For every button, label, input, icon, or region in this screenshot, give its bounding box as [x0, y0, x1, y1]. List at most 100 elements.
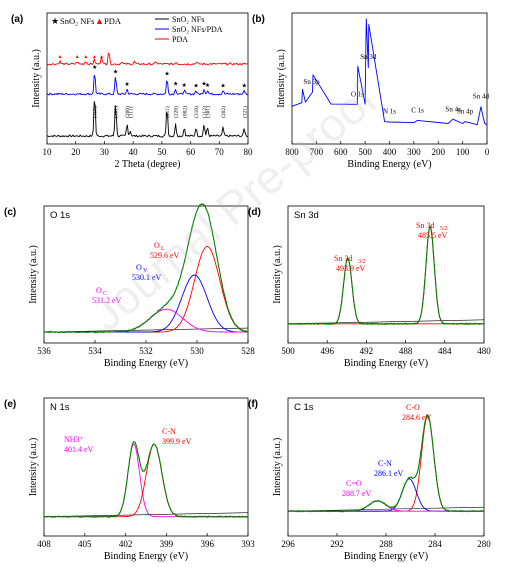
peak-star: ★ — [220, 82, 225, 89]
peak-value: 530.1 eV — [132, 273, 162, 282]
series-line — [46, 101, 249, 138]
peak-value: 493.9 eV — [336, 264, 366, 273]
y-axis-label: Intensity (a.u.) — [31, 49, 42, 108]
x-tick-label: 50 — [157, 147, 167, 157]
panel-label: (b) — [252, 14, 265, 25]
x-tick-label: 80 — [244, 147, 254, 157]
x-tick-label: 530 — [190, 346, 204, 356]
peak-annotation: Sn 4d — [473, 93, 490, 101]
peak-annotation-sub: L — [161, 246, 165, 252]
peak-annotation: O — [154, 241, 160, 250]
peak-annotation: O 1s — [351, 91, 364, 99]
series-line — [46, 52, 249, 66]
peak-annotation: C-O — [406, 403, 420, 412]
peak-annotation: Sn 3d — [416, 221, 434, 230]
panel-f: 296 292 288 284 280 Binding Energy (eV) Intens… — [248, 397, 491, 562]
legend-marker: ★ — [51, 16, 59, 26]
x-tick-label: 396 — [200, 539, 214, 549]
peak-annotation: Sn 3d — [334, 254, 352, 263]
x-tick-label: 296 — [281, 539, 295, 549]
panel-d: 500 496 492 488 484 480 Binding Energy (eV) Int… — [248, 205, 491, 369]
x-axis-label: Binding Energy (eV) — [104, 551, 188, 562]
legend-label: PDA — [172, 35, 188, 44]
panel-b: 800 700 600 500 400 300 200 100 0 Binding Energy … — [252, 12, 490, 170]
peak-annotation: C-N — [378, 459, 392, 468]
x-tick-label: 200 — [432, 147, 446, 157]
x-axis-label: Binding Energy (eV) — [104, 358, 188, 369]
panel-title: N 1s — [50, 402, 70, 413]
panel-label: (c) — [4, 207, 16, 218]
x-tick-label: 484 — [438, 346, 452, 356]
x-tick-label: 0 — [485, 147, 490, 157]
x-tick-label: 20 — [71, 147, 81, 157]
envelope-line — [43, 441, 248, 518]
peak-label: (301) — [205, 106, 212, 118]
x-tick-label: 534 — [88, 346, 102, 356]
peak-annotation-sub: 5/2 — [440, 226, 448, 232]
legend-label: SnO₂ NFs — [172, 15, 204, 24]
peak-annotation: Sn 4p — [457, 108, 474, 116]
component-peak — [288, 257, 484, 325]
x-tick-label: 70 — [215, 147, 225, 157]
component-peak — [44, 274, 248, 333]
peak-annotation: NH3⁺ — [64, 435, 84, 444]
envelope-line — [43, 203, 249, 334]
legend-label: PDA — [104, 16, 122, 26]
peak-star: ★ — [201, 81, 206, 88]
peak-value: 485.5 eV — [418, 231, 448, 240]
y-axis-label: Intensity (a.u.) — [272, 245, 283, 304]
baseline — [43, 327, 249, 333]
series-line — [46, 74, 249, 96]
peak-triangle: ▲ — [92, 55, 97, 60]
x-axis-label: 2 Theta (degree) — [115, 159, 181, 170]
x-tick-label: 288 — [379, 539, 393, 549]
x-tick-label: 700 — [310, 147, 324, 157]
baseline — [43, 512, 249, 517]
component-peak — [288, 478, 484, 512]
peak-annotation-sub: V — [143, 268, 148, 274]
y-axis-label: Intensity (a.u.) — [28, 245, 39, 304]
peak-label: (211) — [164, 106, 171, 118]
x-tick-label: 292 — [330, 539, 344, 549]
x-tick-label: 480 — [477, 346, 491, 356]
x-tick-label: 10 — [43, 147, 53, 157]
x-tick-label: 532 — [139, 346, 153, 356]
x-tick-label: 280 — [477, 539, 491, 549]
peak-star: ★ — [173, 81, 178, 88]
panel-title: O 1s — [50, 210, 70, 221]
x-tick-label: 500 — [358, 147, 372, 157]
x-tick-label: 393 — [241, 539, 255, 549]
peak-annotation: C 1s — [411, 107, 424, 115]
plot-frame — [43, 397, 249, 537]
peak-value: 284.6 eV — [402, 413, 432, 422]
x-axis-label: Binding Energy (eV) — [344, 551, 428, 562]
peak-value: 529.6 eV — [150, 251, 180, 260]
x-tick-label: 600 — [334, 147, 348, 157]
peak-label: (200) — [124, 106, 131, 118]
peak-annotation: C-N — [162, 427, 176, 436]
peak-label: (111) — [127, 106, 134, 118]
peak-annotation: O — [96, 286, 102, 295]
peak-annotation: C=O — [346, 479, 362, 488]
x-tick-label: 399 — [160, 539, 174, 549]
peak-triangle: ▲ — [75, 55, 80, 60]
x-tick-label: 30 — [100, 147, 110, 157]
x-tick-label: 405 — [78, 539, 92, 549]
panel-title: Sn 3d — [294, 210, 319, 221]
peak-triangle: ▲ — [83, 55, 88, 60]
x-axis-label: Binding Energy (eV) — [347, 159, 431, 170]
x-tick-label: 492 — [360, 346, 374, 356]
component-peak — [288, 226, 484, 325]
envelope-line — [288, 414, 484, 513]
component-peak — [44, 443, 248, 518]
x-tick-label: 536 — [37, 346, 51, 356]
peak-annotation: O — [136, 263, 142, 272]
x-tick-label: 300 — [407, 147, 421, 157]
peak-star: ★ — [124, 81, 129, 88]
peak-star: ★ — [92, 64, 97, 71]
y-axis-label: Intensity (a.u.) — [28, 438, 39, 497]
peak-value: 288.7 eV — [342, 489, 372, 498]
x-tick-label: 402 — [119, 539, 133, 549]
peak-label: (220) — [173, 106, 180, 118]
plot-frame — [291, 12, 488, 145]
